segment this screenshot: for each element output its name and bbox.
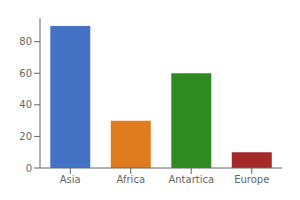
svg-text:80: 80 xyxy=(19,36,32,47)
svg-text:60: 60 xyxy=(19,68,32,79)
svg-text:Antartica: Antartica xyxy=(168,174,214,185)
svg-text:20: 20 xyxy=(19,131,32,142)
svg-text:40: 40 xyxy=(19,99,32,110)
svg-text:Europe: Europe xyxy=(234,174,269,185)
svg-text:0: 0 xyxy=(26,163,32,174)
svg-text:Asia: Asia xyxy=(60,174,81,185)
svg-text:Africa: Africa xyxy=(116,174,145,185)
